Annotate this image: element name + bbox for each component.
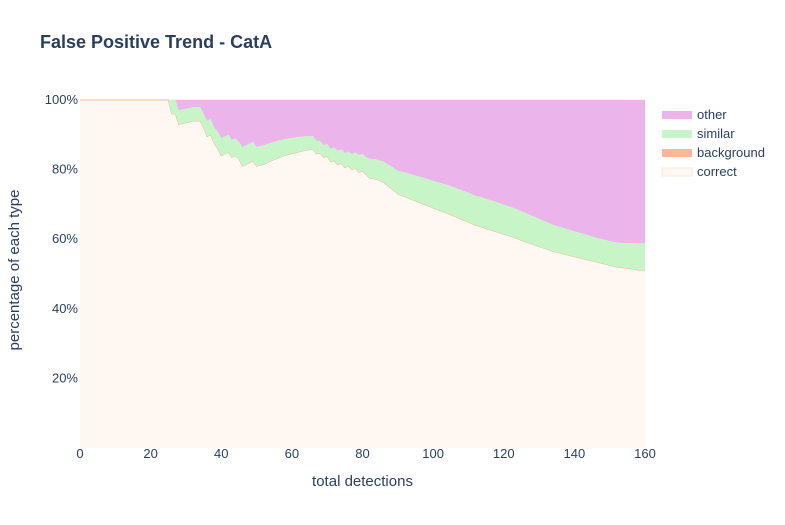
x-axis-title: total detections [312,473,413,490]
x-tick-label: 140 [564,446,586,461]
legend-label: other [697,107,727,122]
legend[interactable]: other similar background correct [661,107,765,179]
legend-label: correct [697,164,737,179]
y-tick-label: 20% [52,370,78,385]
legend-swatch [661,167,693,177]
x-tick-label: 0 [76,446,83,461]
legend-swatch [662,130,692,138]
y-tick-label: 60% [52,231,78,246]
legend-label: similar [697,126,735,141]
legend-item-correct[interactable]: correct [661,164,737,179]
area-correct[interactable] [80,100,645,448]
x-tick-label: 80 [355,446,369,461]
plot-areas [80,99,646,448]
x-tick-label: 100 [422,446,444,461]
x-tick-label: 160 [634,446,656,461]
legend-item-background[interactable]: background [662,145,765,160]
legend-label: background [697,145,765,160]
legend-swatch [662,149,692,157]
y-tick-label: 100% [45,92,79,107]
legend-item-similar[interactable]: similar [662,126,735,141]
y-axis-ticks: 20% 40% 60% 80% 100% [45,92,79,385]
legend-swatch [662,111,692,119]
chart-title: False Positive Trend - CatA [40,32,273,52]
area-similar[interactable] [80,100,645,271]
x-tick-label: 40 [214,446,228,461]
y-tick-label: 40% [52,301,78,316]
area-other[interactable] [80,100,645,244]
x-tick-label: 20 [143,446,157,461]
y-axis-title: percentage of each type [6,190,23,351]
x-tick-label: 120 [493,446,515,461]
y-tick-label: 80% [52,162,78,177]
legend-item-other[interactable]: other [662,107,727,122]
x-tick-label: 60 [285,446,299,461]
x-axis-ticks: 0 20 40 60 80 100 120 140 160 [76,446,655,461]
